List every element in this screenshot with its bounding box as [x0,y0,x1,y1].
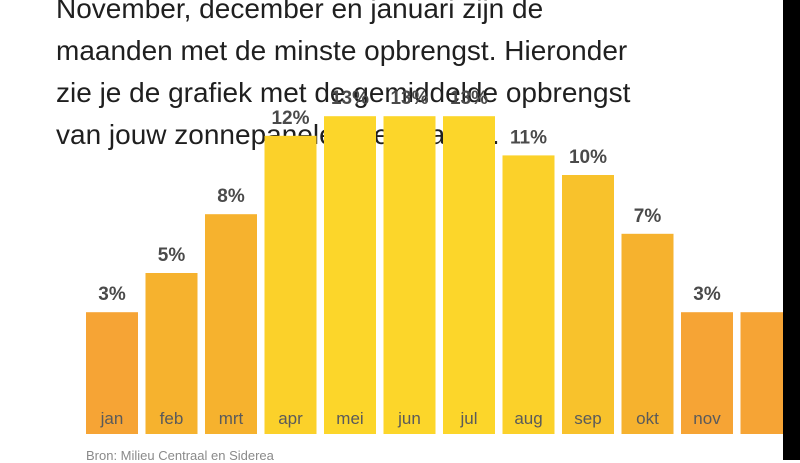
month-label-aug: aug [514,409,542,428]
bar-sep [562,175,614,434]
bar-aug [502,155,555,434]
value-label-sep: 10% [569,147,607,168]
intro-line-3: zie je de grafiek met de gemiddelde opbr… [56,77,631,108]
value-label-apr: 12% [271,108,309,129]
bar-jan [86,312,138,434]
month-label-jun: jun [397,409,421,428]
month-label-feb: feb [160,409,184,428]
bar-apr [264,135,317,435]
bar-feb [145,273,198,434]
bar-okt [621,233,674,434]
value-label-mei: 13% [331,88,369,109]
bar-mei [324,116,376,434]
month-label-nov: nov [693,409,721,428]
month-label-jan: jan [100,409,124,428]
month-label-jul: jul [459,409,477,428]
value-label-feb: 5% [158,245,186,266]
month-label-mrt: mrt [219,409,244,428]
intro-line-1: November, december en januari zijn de [56,0,544,24]
month-label-okt: okt [636,409,659,428]
bar-jun [383,116,436,434]
value-label-mrt: 8% [217,186,245,207]
month-label-mei: mei [336,409,363,428]
month-label-sep: sep [574,409,601,428]
bar-jul [443,116,495,434]
bar-mrt [205,214,257,434]
intro-line-2: maanden met de minste opbrengst. Hierond… [56,35,628,66]
month-label-apr: apr [278,409,303,428]
value-label-jul: 13% [450,88,488,109]
value-label-jun: 13% [390,88,428,109]
value-label-jan: 3% [98,284,126,305]
value-label-okt: 7% [634,206,662,227]
bar-dec [740,312,783,434]
value-label-nov: 3% [693,284,721,305]
right-edge-bar [783,0,800,460]
value-label-aug: 11% [510,127,547,148]
source-caption: Bron: Milieu Centraal en Siderea [86,448,274,463]
bar-nov [681,312,733,434]
